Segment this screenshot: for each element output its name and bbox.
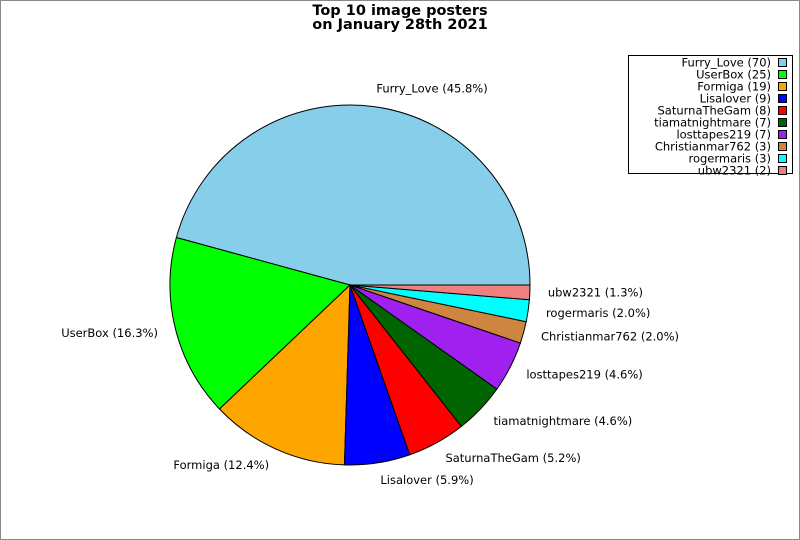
slice-label: SaturnaTheGam (5.2%) [445,451,580,465]
slice-label: rogermaris (2.0%) [546,306,650,320]
legend-swatch [778,106,787,115]
legend-swatch [778,154,787,163]
slice-label: Formiga (12.4%) [173,458,269,472]
legend-label: Lisalover (9) [700,92,771,106]
slice-label: losttapes219 (4.6%) [526,368,642,382]
legend-swatch [778,94,787,103]
pie-slice [169,236,351,410]
legend-swatch [778,130,787,139]
legend-swatch [778,70,787,79]
legend-label: Christianmar762 (3) [655,140,771,154]
legend-swatch [778,58,787,67]
pie-slice [175,104,531,286]
legend-swatch [778,82,787,91]
legend-label: rogermaris (3) [688,152,771,166]
slice-label: tiamatnightmare (4.6%) [494,414,633,428]
chart-title: Top 10 image posters [312,3,487,19]
pie-slice [218,283,351,466]
slice-label: Christianmar762 (2.0%) [541,330,679,344]
slice-label: UserBox (16.3%) [61,326,158,340]
pie-slice [349,284,531,301]
legend-label: Furry_Love (70) [682,56,771,70]
slice-label: Furry_Love (45.8%) [376,81,487,95]
legend-swatch [778,142,787,151]
legend-label: losttapes219 (7) [676,128,771,142]
legend-label: SaturnaTheGam (8) [657,104,771,118]
chart-title: on January 28th 2021 [312,17,487,33]
legend-label: ubw2321 (2) [698,164,771,178]
legend-label: UserBox (25) [696,68,771,82]
legend-box [628,55,793,174]
legend-swatch [778,166,787,175]
legend-swatch [778,118,787,127]
legend-label: Formiga (19) [697,80,771,94]
slice-label: Lisalover (5.9%) [380,473,473,487]
slice-label: ubw2321 (1.3%) [548,286,643,300]
legend-label: tiamatnightmare (7) [654,116,771,130]
